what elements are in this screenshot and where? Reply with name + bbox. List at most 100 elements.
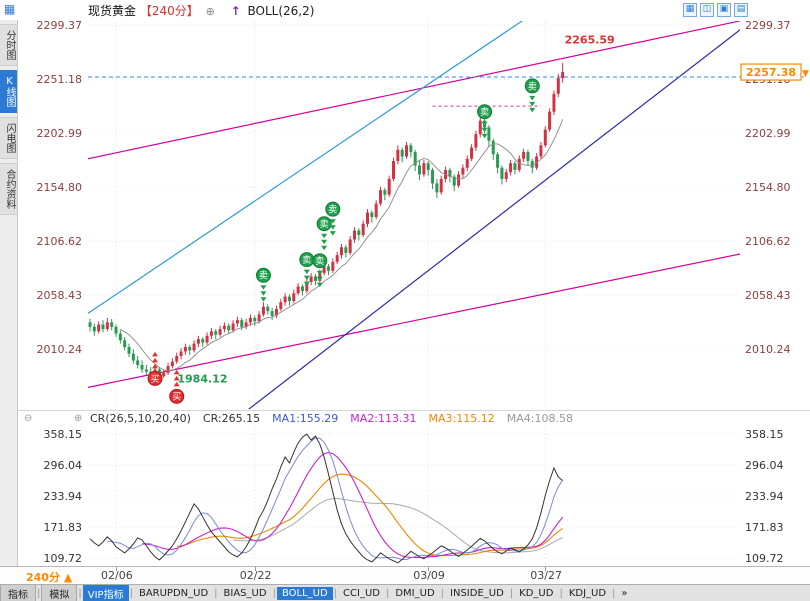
sidebar-item-contract-info[interactable]: 合约资料 — [0, 163, 17, 215]
sidebar: 分时图 K线图 闪电图 合约资料 — [0, 20, 18, 566]
toolbar-separator: | — [214, 588, 218, 599]
period-label: 【240分】 — [139, 4, 199, 18]
add-indicator-icon[interactable]: ⊕ — [205, 5, 215, 18]
ma2-line — [141, 452, 564, 559]
svg-text:358.15: 358.15 — [44, 428, 83, 441]
toolbar-separator: | — [129, 588, 133, 599]
svg-text:109.72: 109.72 — [745, 552, 784, 565]
layout-split-icon[interactable]: ◫ — [700, 3, 714, 17]
sell-badge: 卖 — [524, 78, 540, 113]
low-price-label: 1984.12 — [177, 372, 227, 385]
toolbar-separator: | — [559, 588, 563, 599]
svg-text:2202.99: 2202.99 — [745, 127, 791, 140]
sidebar-item-lightning-chart[interactable]: 闪电图 — [0, 117, 17, 159]
ma3-value-label: MA3:115.12 — [428, 412, 495, 425]
svg-text:卖: 卖 — [528, 81, 537, 92]
svg-text:2299.37: 2299.37 — [745, 20, 791, 32]
axis-tick — [545, 567, 547, 571]
cr-legend-items: CR(26,5,10,20,40) CR:265.15 MA1:155.29 M… — [90, 411, 573, 427]
topbar: ▦ 现货黄金 【240分】 ⊕ ↑ BOLL(26,2) ▦ ◫ ▣ ▤ — [0, 0, 810, 20]
x-axis-date-label: 02/06 — [101, 569, 133, 582]
sell-badge: 卖 — [312, 253, 328, 288]
x-axis-date-label: 03/09 — [413, 569, 445, 582]
chart-title: 现货黄金 【240分】 ⊕ ↑ BOLL(26,2) — [88, 2, 314, 19]
grid-layout-icon[interactable]: ▦ — [4, 2, 16, 16]
ma4-value-label: MA4:108.58 — [506, 412, 573, 425]
cr-indicator-legend-row: ⊖ ⊕ CR(26,5,10,20,40) CR:265.15 MA1:155.… — [18, 410, 810, 427]
main-grid: 2299.372299.372251.182251.182202.992202.… — [37, 20, 791, 408]
toolbar-separator: | — [385, 588, 390, 599]
svg-text:2202.99: 2202.99 — [37, 127, 83, 140]
toolbar-separator: | — [333, 588, 338, 599]
sidebar-item-kline-chart[interactable]: K线图 — [0, 70, 17, 113]
svg-text:买: 买 — [172, 392, 181, 403]
toolbar-item[interactable]: BOLL_UD — [276, 587, 333, 600]
indicator-cycle-icon[interactable]: ⊕ — [74, 413, 83, 424]
toolbar-item[interactable]: KD_UD — [519, 588, 554, 599]
period-selector[interactable]: 240分 ▲ — [26, 569, 72, 585]
sub-plot — [89, 433, 564, 564]
sidebar-item-timeshare-chart[interactable]: 分时图 — [0, 24, 17, 66]
toolbar-separator: | — [78, 588, 82, 599]
buy-badge: 买 — [147, 351, 163, 386]
sub-grid: 358.15 358.15 296.04 296.04 233.94 233.94 171.… — [44, 426, 784, 566]
ma4-line — [233, 497, 563, 554]
svg-text:2106.62: 2106.62 — [37, 235, 83, 248]
indicator-label[interactable]: BOLL(26,2) — [247, 4, 315, 18]
cr-value-label: CR:265.15 — [202, 412, 261, 425]
svg-text:233.94: 233.94 — [745, 490, 784, 503]
svg-text:2106.62: 2106.62 — [745, 235, 791, 248]
svg-text:卖: 卖 — [328, 205, 337, 216]
window-controls: ▦ ◫ ▣ ▤ — [683, 3, 748, 17]
high-price-label: 2265.59 — [565, 33, 615, 46]
svg-text:171.83: 171.83 — [44, 521, 83, 534]
toolbar-item[interactable]: 模拟 — [41, 585, 78, 601]
svg-text:109.72: 109.72 — [44, 552, 83, 565]
trendlines — [88, 21, 740, 409]
toolbar-item[interactable]: CCI_UD — [343, 588, 380, 599]
cr-line — [89, 433, 563, 564]
main-candlestick-chart[interactable]: 2299.372299.372251.182251.182202.992202.… — [18, 20, 810, 410]
sell-badge: 卖 — [316, 216, 332, 251]
svg-text:171.83: 171.83 — [745, 521, 784, 534]
toolbar-item[interactable]: KDJ_UD — [568, 588, 607, 599]
svg-text:2154.80: 2154.80 — [745, 181, 791, 194]
layout-grid-icon[interactable]: ▣ — [717, 3, 731, 17]
cr-indicator-chart[interactable]: 358.15 358.15 296.04 296.04 233.94 233.94 171.… — [18, 426, 810, 566]
layout-single-icon[interactable]: ▦ — [683, 3, 697, 17]
toolbar-item[interactable]: 指标 — [0, 585, 36, 601]
layout-rows-icon[interactable]: ▤ — [734, 3, 748, 17]
cr-params-label: CR(26,5,10,20,40) — [90, 412, 191, 425]
svg-text:296.04: 296.04 — [745, 459, 784, 472]
toolbar-item[interactable]: INSIDE_UD — [450, 588, 504, 599]
panel-collapse-icon[interactable]: ⊖ — [24, 413, 33, 424]
svg-text:2257.38: 2257.38 — [746, 66, 796, 79]
svg-text:2010.24: 2010.24 — [37, 343, 83, 356]
time-axis-row: 240分 ▲ 02/06 02/22 03/09 03/27 — [0, 566, 810, 585]
price-direction-icon: ▼ — [802, 69, 809, 79]
ma2-value-label: MA2:113.31 — [350, 412, 417, 425]
toolbar-item[interactable]: BIAS_UD — [223, 588, 267, 599]
axis-tick — [116, 567, 118, 571]
axis-tick — [428, 567, 430, 571]
ma1-value-label: MA1:155.29 — [272, 412, 339, 425]
x-axis-date-label: 03/27 — [530, 569, 562, 582]
toolbar-item[interactable]: DMI_UD — [395, 588, 435, 599]
indicator-toolbar: 指标 | 模拟 | VIP指标 | BARUPDN_UD | BIAS_UD | BOLL_UD | C… — [0, 584, 810, 601]
period-up-arrow-icon: ▲ — [63, 571, 73, 584]
svg-text:卖: 卖 — [320, 219, 329, 230]
toolbar-item[interactable]: VIP指标 — [82, 585, 129, 601]
toolbar-item[interactable]: » — [621, 588, 628, 599]
svg-text:233.94: 233.94 — [44, 490, 83, 503]
sell-badge: 卖 — [255, 267, 271, 302]
svg-text:卖: 卖 — [315, 256, 324, 267]
boll-mid-line — [120, 119, 564, 372]
svg-text:卖: 卖 — [480, 107, 489, 118]
indicator-arrow-icon: ↑ — [230, 4, 241, 18]
candles — [88, 62, 565, 379]
toolbar-separator: | — [440, 588, 445, 599]
toolbar-item[interactable]: BARUPDN_UD — [138, 588, 209, 599]
ma3-line — [176, 473, 563, 557]
svg-text:卖: 卖 — [259, 271, 268, 282]
svg-text:2010.24: 2010.24 — [745, 343, 791, 356]
